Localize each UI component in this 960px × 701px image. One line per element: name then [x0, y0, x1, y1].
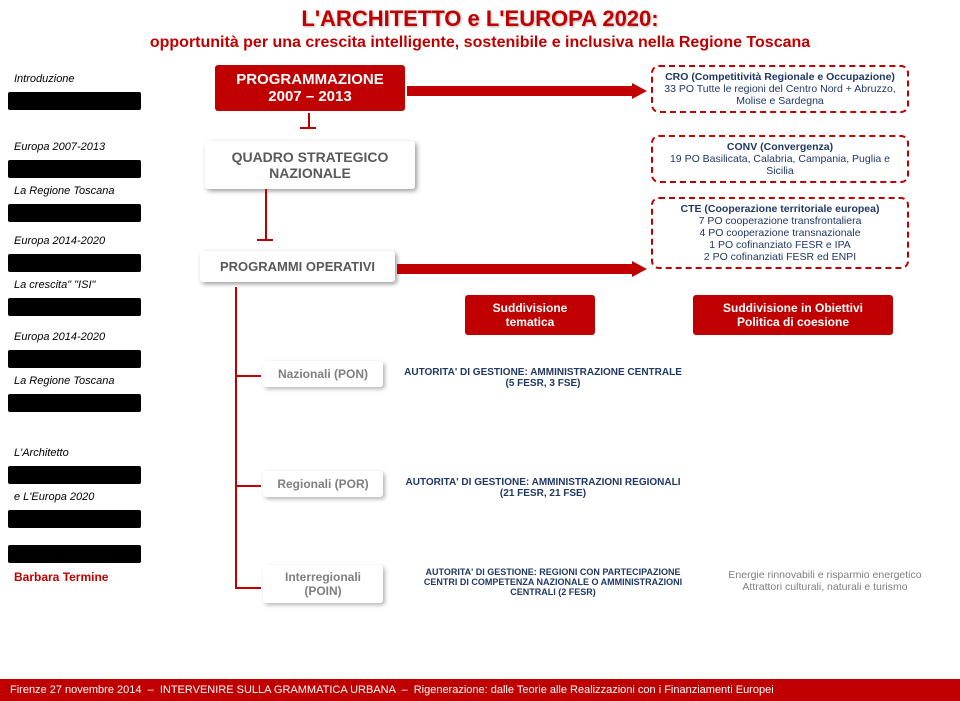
text: CONV (Convergenza): [659, 141, 901, 153]
footer-left: Firenze 27 novembre 2014: [10, 684, 141, 696]
sidebar: Introduzione Europa 2007-2013 La Regione…: [0, 65, 145, 625]
text: 19 PO Basilicata, Calabria, Campania, Pu…: [659, 153, 901, 177]
text: Attrattori culturali, naturali e turismo: [705, 581, 945, 593]
box-programmazione: PROGRAMMAZIONE 2007 – 2013: [215, 65, 405, 111]
box-cro: CRO (Competitività Regionale e Occupazio…: [651, 65, 909, 113]
text: 4 PO cooperazione transnazionale: [659, 227, 901, 239]
arrow-icon: [397, 261, 647, 277]
box-autorita3: AUTORITA' DI GESTIONE: REGIONI CON PARTE…: [403, 567, 703, 597]
box-cte: CTE (Cooperazione territoriale europea) …: [651, 197, 909, 269]
text: 7 PO cooperazione transfrontaliera: [659, 215, 901, 227]
box-programmi: PROGRAMMI OPERATIVI: [200, 251, 395, 282]
connector: [308, 113, 310, 127]
sidebar-spacer: [8, 298, 141, 316]
text: (5 FESR, 3 FSE): [403, 378, 683, 389]
footer-mid: INTERVENIRE SULLA GRAMMATICA URBANA: [160, 684, 396, 696]
text: NAZIONALE: [213, 165, 407, 181]
text: Energie rinnovabili e risparmio energeti…: [705, 569, 945, 581]
text: PROGRAMMI OPERATIVI: [220, 259, 375, 274]
text: CENTRI DI COMPETENZA NAZIONALE O AMMINIS…: [403, 577, 703, 587]
text: Suddivisione in Obiettivi: [699, 301, 887, 315]
sidebar-item: La Regione Toscana: [8, 371, 141, 391]
box-obiettivi: Suddivisione in Obiettivi Politica di co…: [693, 295, 893, 335]
sidebar-author: Barbara Termine: [8, 566, 141, 588]
connector: [300, 127, 316, 129]
header: L'ARCHITETTO e L'EUROPA 2020: opportunit…: [0, 0, 960, 57]
sidebar-spacer: [8, 92, 141, 110]
sidebar-spacer: [8, 510, 141, 528]
connector: [235, 587, 261, 589]
text: QUADRO STRATEGICO: [213, 149, 407, 165]
text: Interregionali: [268, 570, 378, 584]
text: Nazionali (PON): [278, 367, 368, 381]
box-quadro: QUADRO STRATEGICO NAZIONALE: [205, 141, 415, 189]
page-title: L'ARCHITETTO e L'EUROPA 2020:: [10, 6, 950, 32]
text: (21 FESR, 21 FSE): [403, 488, 683, 499]
text: 33 PO Tutte le regioni del Centro Nord +…: [659, 83, 901, 107]
text: 1 PO cofinanziato FESR e IPA: [659, 239, 901, 251]
text: (POIN): [268, 584, 378, 598]
text: AUTORITA' DI GESTIONE: AMMINISTRAZIONE C…: [403, 367, 683, 378]
sidebar-item: Europa 2014-2020: [8, 231, 141, 251]
text: AUTORITA' DI GESTIONE: AMMINISTRAZIONI R…: [403, 477, 683, 488]
text: tematica: [471, 315, 589, 329]
box-suddivisione: Suddivisione tematica: [465, 295, 595, 335]
diagram: PROGRAMMAZIONE 2007 – 2013 QUADRO STRATE…: [145, 65, 950, 625]
connector: [235, 375, 261, 377]
text: CRO (Competitività Regionale e Occupazio…: [659, 71, 901, 83]
sidebar-item: La crescita" "ISI": [8, 275, 141, 295]
text: 2 PO cofinanziati FESR ed ENPI: [659, 251, 901, 263]
sidebar-spacer: [8, 204, 141, 222]
box-autorita1: AUTORITA' DI GESTIONE: AMMINISTRAZIONE C…: [403, 367, 683, 389]
text: Politica di coesione: [699, 315, 887, 329]
sidebar-spacer: [8, 160, 141, 178]
text: 2007 – 2013: [221, 88, 399, 105]
box-regionali: Regionali (POR): [263, 471, 383, 497]
sidebar-spacer: [8, 466, 141, 484]
footer: Firenze 27 novembre 2014 – INTERVENIRE S…: [0, 679, 960, 701]
footer-right: Rigenerazione: dalle Teorie alle Realizz…: [414, 684, 774, 696]
sidebar-item: Europa 2007-2013: [8, 137, 141, 157]
sidebar-spacer: [8, 394, 141, 412]
box-autorita2: AUTORITA' DI GESTIONE: AMMINISTRAZIONI R…: [403, 477, 683, 499]
sidebar-item: L'Architetto: [8, 443, 141, 463]
connector: [235, 287, 237, 587]
box-interregionali: Interregionali (POIN): [263, 565, 383, 603]
box-conv: CONV (Convergenza) 19 PO Basilicata, Cal…: [651, 135, 909, 183]
connector: [265, 189, 267, 239]
page-subtitle: opportunità per una crescita intelligent…: [10, 34, 950, 52]
sidebar-item: Introduzione: [8, 69, 141, 89]
sidebar-item: e L'Europa 2020: [8, 487, 141, 507]
box-energie: Energie rinnovabili e risparmio energeti…: [705, 569, 945, 593]
text: PROGRAMMAZIONE: [221, 71, 399, 88]
main-content: Introduzione Europa 2007-2013 La Regione…: [0, 57, 960, 625]
text: CENTRALI (2 FESR): [403, 587, 703, 597]
text: CTE (Cooperazione territoriale europea): [659, 203, 901, 215]
connector: [257, 239, 273, 241]
text: AUTORITA' DI GESTIONE: REGIONI CON PARTE…: [403, 567, 703, 577]
text: Regionali (POR): [277, 477, 368, 491]
sidebar-item: La Regione Toscana: [8, 181, 141, 201]
sidebar-spacer: [8, 254, 141, 272]
box-nazionali: Nazionali (PON): [263, 361, 383, 387]
sidebar-spacer: [8, 350, 141, 368]
connector: [235, 485, 261, 487]
sidebar-spacer: [8, 545, 141, 563]
arrow-icon: [407, 83, 647, 99]
sidebar-item: Europa 2014-2020: [8, 327, 141, 347]
text: Suddivisione: [471, 301, 589, 315]
